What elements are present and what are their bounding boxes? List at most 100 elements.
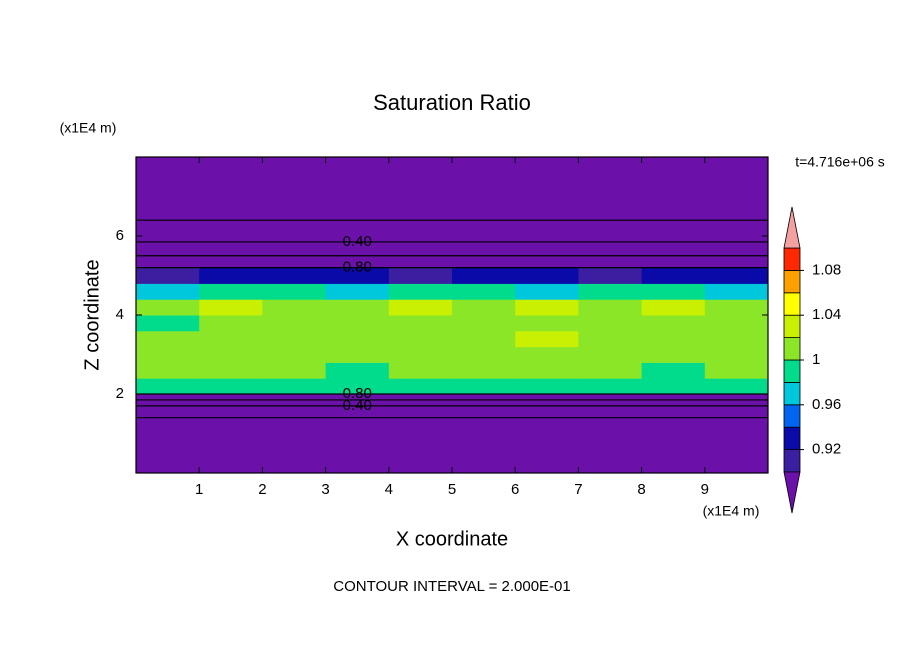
field-cell [325, 346, 390, 363]
field-cell [578, 267, 643, 284]
field-cell [578, 362, 643, 379]
field-cell [515, 267, 579, 284]
field-cell [136, 299, 200, 316]
field-cell [704, 362, 769, 379]
colorbar-band [783, 381, 801, 406]
field-cell [452, 378, 516, 395]
field-cell [136, 283, 200, 300]
field-cell [136, 315, 200, 332]
field-cell [452, 330, 516, 348]
x-tick-label: 1 [195, 481, 203, 498]
x-tick-label: 3 [321, 481, 329, 498]
field-cell [704, 330, 769, 348]
field-cell [388, 299, 453, 316]
field-cell [578, 346, 643, 363]
field-cell [325, 283, 390, 300]
field-cell [199, 267, 263, 284]
field-cell [199, 346, 263, 363]
field-cell [704, 299, 769, 316]
field-cell [578, 330, 643, 348]
field-cell [199, 378, 263, 395]
field-cell [704, 346, 769, 363]
colorbar-under [783, 471, 801, 514]
field-cell [704, 378, 769, 395]
chart-title: Saturation Ratio [373, 90, 531, 115]
field-cell [325, 315, 390, 332]
field-cell [641, 378, 706, 395]
field-cell [452, 315, 516, 332]
field-cell [515, 378, 579, 395]
x-tick-label: 4 [385, 481, 393, 498]
field-cell [388, 346, 453, 363]
colorbar-band [783, 449, 801, 473]
field-cell [136, 362, 200, 379]
field-cell [515, 299, 579, 316]
field-cell [136, 346, 200, 363]
colorbar-band [783, 247, 801, 271]
field-cell [452, 299, 516, 316]
field-cell [199, 299, 263, 316]
field-cell [199, 283, 263, 300]
contour-label: 0.40 [343, 397, 372, 414]
field-cell [704, 267, 769, 284]
colorbar-band [783, 292, 801, 316]
field-cell [262, 378, 327, 395]
field-cell [199, 315, 263, 332]
y-tick-label: 2 [116, 385, 124, 402]
y-tick-label: 4 [116, 306, 124, 323]
field-cell [262, 330, 327, 348]
contour-label: 0.80 [343, 385, 372, 402]
x-tick-label: 7 [574, 481, 582, 498]
field-cell [641, 267, 706, 284]
x-tick-label: 2 [258, 481, 266, 498]
y-unit: (x1E4 m) [60, 120, 117, 136]
y-axis-label: Z coordinate [81, 259, 103, 370]
field-cell [641, 315, 706, 332]
field-cell [704, 283, 769, 300]
field-cell [641, 283, 706, 300]
field-cell [325, 378, 390, 395]
colorbar-tick-label: 1.04 [812, 306, 841, 323]
colorbar-band [783, 404, 801, 428]
field-cell [199, 362, 263, 379]
field-cell [325, 299, 390, 316]
field-cell [388, 315, 453, 332]
field-cell [199, 330, 263, 348]
x-axis-label: X coordinate [396, 528, 508, 550]
field-cell [515, 283, 579, 300]
field-cell [136, 330, 200, 348]
footer: CONTOUR INTERVAL = 2.000E-01 [333, 578, 570, 595]
colorbar-band [783, 314, 801, 339]
field-cell [578, 283, 643, 300]
field-cell [388, 283, 453, 300]
field-cell [262, 346, 327, 363]
field-cell [325, 362, 390, 379]
x-tick-label: 9 [701, 481, 709, 498]
field-cell [262, 283, 327, 300]
field-cell [515, 330, 579, 348]
contour-label: 0.40 [343, 233, 372, 250]
field-cell [641, 362, 706, 379]
field-cell [388, 267, 453, 284]
time-label: t=4.716e+06 s [795, 154, 885, 170]
field-cell [262, 315, 327, 332]
y-tick-label: 6 [116, 227, 124, 244]
x-unit: (x1E4 m) [703, 503, 760, 519]
field-cell [452, 346, 516, 363]
field-cell [641, 346, 706, 363]
colorbar-tick-label: 0.96 [812, 396, 841, 413]
field-cell [388, 378, 453, 395]
field-cell [578, 299, 643, 316]
colorbar-band [783, 426, 801, 451]
colorbar-tick-label: 1.08 [812, 261, 841, 278]
field-cell [325, 267, 390, 284]
field-cell [136, 378, 200, 395]
colorbar-band [783, 359, 801, 383]
field-cell [262, 267, 327, 284]
field-cell [578, 378, 643, 395]
x-tick-label: 8 [637, 481, 645, 498]
field-cell [325, 330, 390, 348]
colorbar-over [783, 206, 801, 249]
colorbar-band [783, 269, 801, 294]
field-cell [388, 330, 453, 348]
